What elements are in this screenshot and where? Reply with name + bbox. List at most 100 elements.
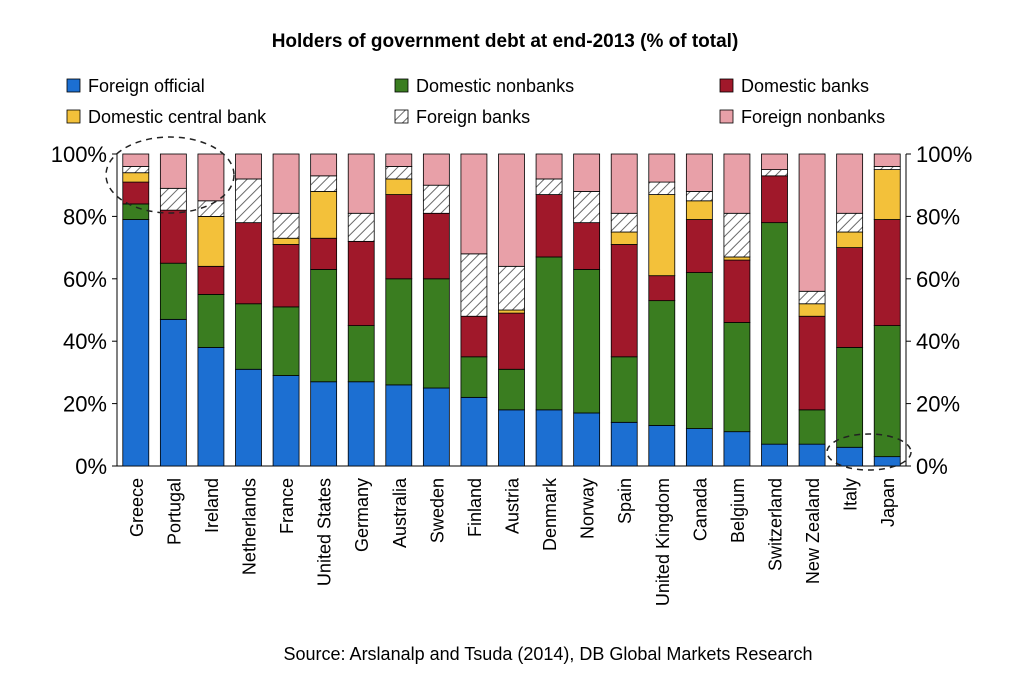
- bar-segment: [347, 240, 375, 326]
- bar-segment: [873, 456, 901, 467]
- legend: Foreign official Domestic nonbanks Domesti…: [66, 76, 885, 127]
- y-tick-label: 0%: [75, 454, 107, 479]
- category-label: Italy: [841, 478, 861, 511]
- bar-segment: [272, 375, 300, 467]
- category-label: Australia: [390, 477, 410, 548]
- bar-segment: [422, 184, 450, 214]
- bar-segment: [122, 172, 150, 183]
- bar-segment: [723, 256, 751, 261]
- bar-segment: [610, 356, 638, 423]
- bar-segment: [573, 412, 601, 467]
- y-tick-label: 80%: [63, 204, 107, 229]
- bar-segment: [460, 315, 488, 358]
- bar-segment: [798, 290, 826, 305]
- category-label: Belgium: [728, 478, 748, 543]
- category-label: New Zealand: [803, 478, 823, 584]
- category-label: Ireland: [202, 478, 222, 533]
- y-tick-label: 40%: [63, 329, 107, 354]
- bar-segment: [422, 153, 450, 186]
- bar-segment: [272, 212, 300, 239]
- bar-segment: [610, 153, 638, 214]
- bar-segment: [385, 384, 413, 467]
- bar-segment: [385, 278, 413, 386]
- bar-segment: [685, 191, 713, 202]
- annotation-ellipse-bottom-right: [826, 433, 912, 471]
- bar-segment: [385, 178, 413, 195]
- category-label: Finland: [465, 478, 485, 537]
- bar-segment: [197, 265, 225, 295]
- bar-segment: [723, 259, 751, 323]
- bar-segment: [836, 247, 864, 348]
- bar-segment: [460, 253, 488, 317]
- bar-segment: [761, 175, 788, 224]
- bar-segment: [498, 309, 525, 314]
- bar-segment: [347, 153, 375, 214]
- category-label: Austria: [503, 477, 523, 534]
- bar-segment: [347, 381, 375, 467]
- category-label: United States: [315, 478, 335, 586]
- bar-segment: [761, 169, 788, 177]
- bar-segment: [610, 212, 638, 233]
- bar-segment: [272, 244, 300, 308]
- axes: 0% 0% 20% 20% 40% 40% 60% 60% 80% 80% 100% 100%: [51, 142, 973, 479]
- annotation-ellipse-top-left: [105, 136, 235, 214]
- bar-segment: [159, 318, 187, 467]
- bar-segment: [761, 222, 788, 445]
- bar-segment: [272, 237, 300, 245]
- bar-segment: [648, 181, 676, 195]
- bar-segment: [422, 278, 450, 389]
- bar-segment: [460, 356, 488, 398]
- bar-segment: [723, 212, 751, 258]
- y-tick-label-right: 40%: [916, 329, 960, 354]
- category-label: Canada: [690, 477, 710, 541]
- bar-segment: [573, 269, 601, 414]
- bar-segment: [685, 153, 713, 192]
- y-tick-label: 100%: [51, 142, 107, 167]
- bar-segment: [873, 325, 901, 458]
- bar-segment: [159, 209, 187, 264]
- y-tick-label-right: 0%: [916, 454, 948, 479]
- bar-segment: [122, 166, 150, 174]
- bar-segment: [836, 153, 864, 214]
- bar-segment: [648, 425, 676, 467]
- bar-segment: [648, 275, 676, 302]
- legend-label: Domestic banks: [741, 76, 869, 96]
- bars: [122, 153, 901, 467]
- bar-segment: [122, 181, 150, 205]
- category-label: Switzerland: [766, 478, 786, 571]
- bar-segment: [310, 381, 338, 467]
- legend-swatch: [394, 78, 409, 93]
- bar-segment: [873, 153, 901, 167]
- bar-segment: [798, 409, 826, 445]
- bar-segment: [197, 293, 225, 348]
- category-label: Denmark: [540, 477, 560, 551]
- y-tick-label-right: 100%: [916, 142, 972, 167]
- bar-segment: [648, 153, 676, 183]
- bar-segment: [723, 322, 751, 433]
- bar-segment: [197, 347, 225, 467]
- bar-segment: [235, 153, 262, 180]
- legend-label: Foreign banks: [416, 107, 530, 127]
- bar-segment: [535, 153, 563, 180]
- bar-segment: [836, 446, 864, 467]
- bar-segment: [122, 153, 150, 167]
- source-note: Source: Arslanalp and Tsuda (2014), DB G…: [284, 644, 813, 664]
- bar-segment: [836, 212, 864, 233]
- category-label: United Kingdom: [653, 478, 673, 606]
- y-tick-label-right: 20%: [916, 392, 960, 417]
- legend-swatch: [394, 109, 409, 124]
- bar-segment: [197, 215, 225, 267]
- bar-segment: [648, 194, 676, 277]
- bar-segment: [798, 315, 826, 411]
- bar-segment: [159, 262, 187, 320]
- bar-segment: [460, 153, 488, 255]
- bar-segment: [498, 153, 525, 267]
- bar-segment: [836, 231, 864, 249]
- bar-segment: [460, 396, 488, 467]
- bar-segment: [685, 428, 713, 467]
- bar-segment: [761, 153, 788, 171]
- category-label: Portugal: [164, 478, 184, 545]
- category-labels: Greece Portugal Ireland Netherlands France Un…: [127, 477, 898, 606]
- bar-segment: [385, 153, 413, 167]
- category-label: Netherlands: [240, 478, 260, 575]
